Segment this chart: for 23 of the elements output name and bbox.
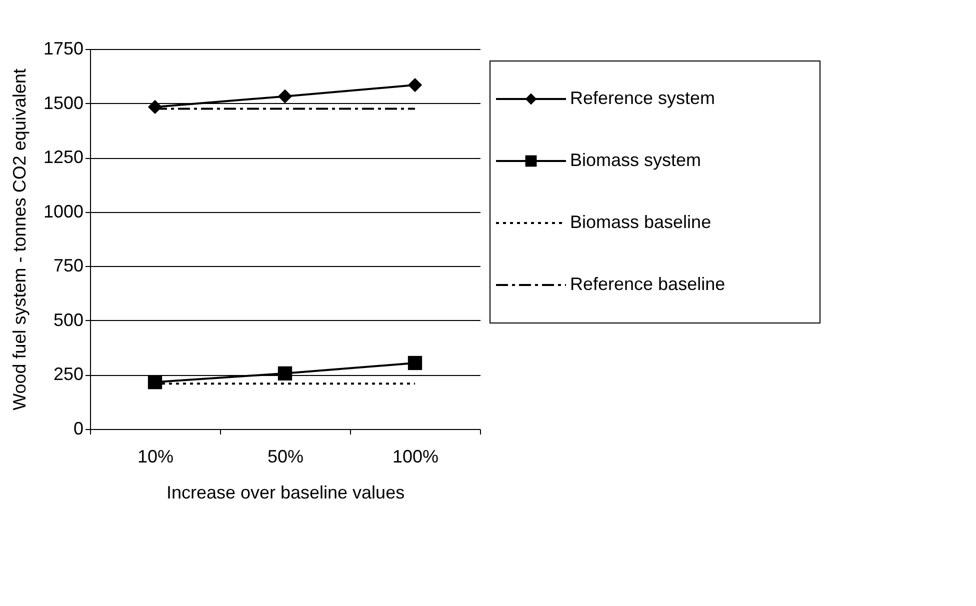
point — [148, 375, 162, 390]
point — [408, 78, 422, 92]
point — [148, 100, 162, 114]
y-tick-label: 1000 — [43, 201, 84, 222]
point — [408, 356, 422, 370]
x-tick-label: 100% — [392, 446, 439, 466]
legend-label: Biomass baseline — [570, 212, 712, 232]
x-axis-title: Increase over baseline values — [166, 482, 405, 502]
x-tick-label: 50% — [267, 446, 304, 466]
y-tick-label: 750 — [53, 256, 84, 276]
y-tick-label: 500 — [53, 310, 84, 330]
y-tick-label: 250 — [53, 364, 84, 384]
y-tick-label: 0 — [73, 418, 84, 438]
point — [278, 89, 292, 104]
y-tick-label: 1250 — [43, 147, 84, 168]
y-axis-title: Wood fuel system - tonnes CO2 equivalent — [9, 68, 30, 410]
point — [278, 366, 292, 380]
x-tick-label: 10% — [137, 446, 174, 466]
legend-label: Reference system — [570, 88, 716, 108]
y-tick-label: 1500 — [43, 92, 84, 113]
y-tick-label: 1750 — [43, 38, 84, 58]
legend-label: Reference baseline — [570, 274, 726, 294]
legend-label: Biomass system — [570, 150, 702, 170]
